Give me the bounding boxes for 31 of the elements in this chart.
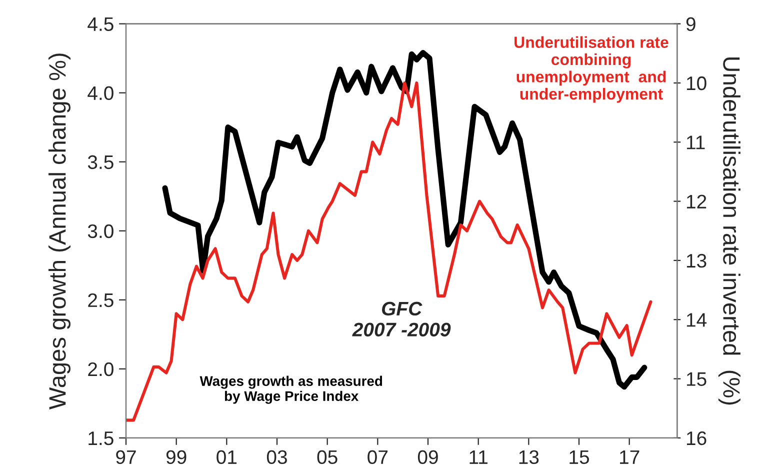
- x-tick-label: 15: [570, 450, 589, 464]
- x-tick-label: 07: [368, 450, 388, 464]
- y2-tick-label: 12: [686, 194, 706, 208]
- y2-tick-label: 13: [686, 254, 706, 268]
- x-tick-label: 05: [317, 450, 338, 464]
- text: Underutilisation rate combining unemployment and under-employment: [514, 36, 668, 103]
- y2-tick-label: 11: [686, 136, 705, 150]
- x-tick-label: 99: [166, 450, 186, 464]
- x-tick-label: 17: [620, 450, 640, 464]
- y-tick-label: 1.5: [88, 432, 114, 446]
- y-tick-label: 2.5: [88, 293, 114, 308]
- y2-tick-label: 15: [686, 372, 706, 386]
- x-tick-label: 97: [116, 450, 136, 464]
- y-tick-label: 4.5: [88, 17, 114, 32]
- x-tick-label: 03: [266, 450, 287, 464]
- x-tick-label: 13: [519, 450, 539, 464]
- annotation: GFC 2007 -2009: [352, 302, 451, 336]
- y-tick-label: 4.0: [88, 86, 114, 100]
- y-tick-label: 2.0: [88, 362, 114, 376]
- y2-tick-label: 14: [686, 313, 707, 327]
- y-axis-title: Wages growth (Annual change %): [48, 54, 70, 410]
- y-tick-label: 3.5: [88, 155, 114, 170]
- y2-tick-label: 9: [686, 17, 696, 32]
- x-tick-label: 11: [470, 450, 488, 464]
- y-tick-label: 3.0: [88, 224, 114, 238]
- y2-tick-label: 10: [686, 76, 706, 90]
- x-tick-label: 01: [216, 450, 237, 464]
- y2-axis-title: Underutilisation rate inverted (%): [718, 58, 740, 405]
- y2-tick-label: 16: [686, 431, 706, 446]
- text: Wages growth as measured by Wage Price Index: [200, 376, 382, 404]
- x-tick-label: 09: [418, 450, 438, 464]
